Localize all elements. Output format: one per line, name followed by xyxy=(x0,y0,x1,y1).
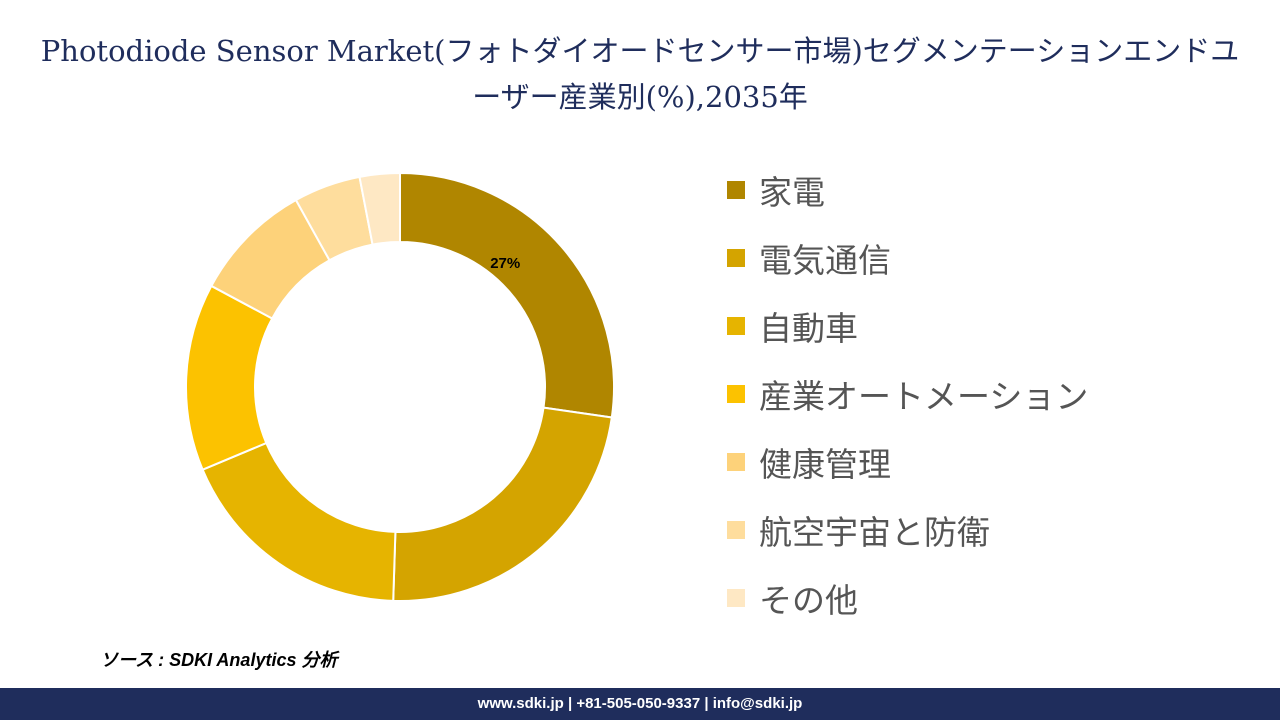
legend-swatch xyxy=(727,181,745,199)
legend-swatch xyxy=(727,317,745,335)
legend-label: 電気通信 xyxy=(759,241,891,280)
legend-swatch xyxy=(727,589,745,607)
legend-swatch xyxy=(727,249,745,267)
legend-label: 家電 xyxy=(759,173,825,212)
data-label-1: 27% xyxy=(490,255,520,272)
chart-legend: 家電電気通信自動車産業オートメーション 健康管理航空宇宙と防衛 その他 xyxy=(727,156,1267,632)
legend-item-2: 電気通信 xyxy=(727,224,1267,292)
footer-contact-bar: www.sdki.jp | +81-505-050-9337 | info@sd… xyxy=(0,688,1280,720)
legend-swatch xyxy=(727,453,745,471)
legend-item-6: 航空宇宙と防衛 xyxy=(727,496,1267,564)
legend-label: 健康管理 xyxy=(759,445,891,484)
legend-label: 産業オートメーション xyxy=(759,377,1089,416)
donut-slice-4 xyxy=(185,284,274,471)
donut-slice-2 xyxy=(392,406,613,602)
legend-item-3: 自動車 xyxy=(727,292,1267,360)
donut-slices xyxy=(185,171,615,602)
donut-slice-3 xyxy=(201,441,397,602)
donut-slice-7 xyxy=(358,171,401,246)
legend-item-7: その他 xyxy=(727,564,1267,632)
donut-data-labels: 27% xyxy=(490,255,520,272)
source-note: ソース : SDKI Analytics 分析 xyxy=(100,650,338,670)
legend-item-5: 健康管理 xyxy=(727,428,1267,496)
legend-swatch xyxy=(727,385,745,403)
chart-title: Photodiode Sensor Market(フォトダイオードセンサー市場)… xyxy=(40,34,1240,114)
legend-label: 自動車 xyxy=(759,309,858,348)
legend-item-1: 家電 xyxy=(727,156,1267,224)
legend-item-4: 産業オートメーション xyxy=(727,360,1267,428)
donut-slice-1 xyxy=(399,171,615,419)
legend-swatch xyxy=(727,521,745,539)
legend-label: その他 xyxy=(759,581,858,620)
legend-label: 航空宇宙と防衛 xyxy=(759,513,990,552)
